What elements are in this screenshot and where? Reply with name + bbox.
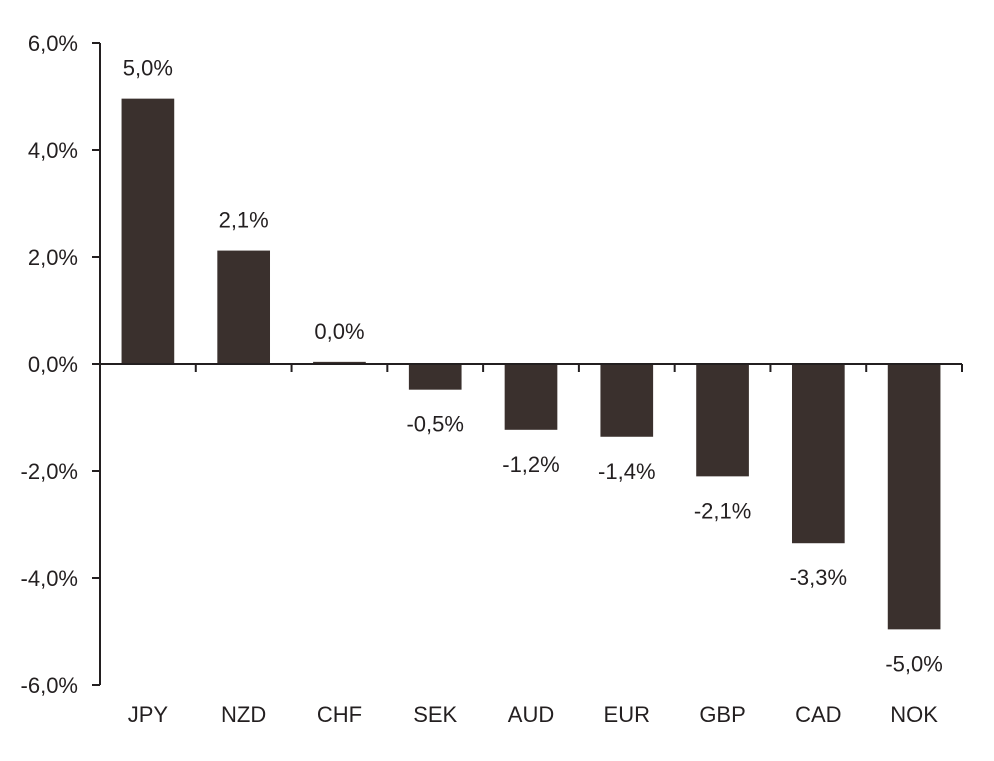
x-tick-label: GBP xyxy=(699,702,745,727)
y-tick-label: -4,0% xyxy=(21,566,78,591)
data-label: -0,5% xyxy=(406,412,463,437)
bar-chf xyxy=(313,361,366,364)
data-label: -1,4% xyxy=(598,459,655,484)
x-tick-label: JPY xyxy=(128,702,169,727)
data-label: 2,1% xyxy=(219,208,269,233)
y-axis: 6,0% 4,0% 2,0% 0,0% -2,0% -4,0% -6,0% xyxy=(21,31,101,698)
y-tick-label: 6,0% xyxy=(28,31,78,56)
bar-cad xyxy=(791,364,845,544)
bar-gbp xyxy=(696,364,749,477)
bar-nok xyxy=(887,364,941,630)
data-label: 5,0% xyxy=(123,56,173,81)
y-tick-label: 0,0% xyxy=(28,352,78,377)
x-tick-label: AUD xyxy=(508,702,554,727)
bar-eur xyxy=(600,364,654,437)
y-tick-label: 2,0% xyxy=(28,245,78,270)
data-label: -2,1% xyxy=(694,498,751,523)
data-label: -1,2% xyxy=(502,452,559,477)
y-tick-label: -2,0% xyxy=(21,459,78,484)
x-tick-label: NZD xyxy=(221,702,266,727)
bars xyxy=(121,98,941,630)
bar-aud xyxy=(504,364,558,430)
bar-sek xyxy=(408,364,462,390)
x-tick-label: SEK xyxy=(413,702,457,727)
x-tick-label: CHF xyxy=(317,702,362,727)
data-label: -5,0% xyxy=(885,651,942,676)
data-labels: 5,0% 2,1% 0,0% -0,5% -1,2% -1,4% -2,1% -3,3% -5,… xyxy=(123,56,943,677)
bar-jpy xyxy=(121,98,175,364)
x-tick-label: CAD xyxy=(795,702,841,727)
x-axis: JPY NZD CHF SEK AUD EUR GBP CAD NOK xyxy=(100,363,963,727)
x-tick-label: NOK xyxy=(890,702,938,727)
y-tick-label: -6,0% xyxy=(21,673,78,698)
x-tick-label: EUR xyxy=(604,702,650,727)
data-label: 0,0% xyxy=(314,319,364,344)
y-tick-label: 4,0% xyxy=(28,138,78,163)
bar-nzd xyxy=(217,250,271,364)
data-label: -3,3% xyxy=(790,565,847,590)
